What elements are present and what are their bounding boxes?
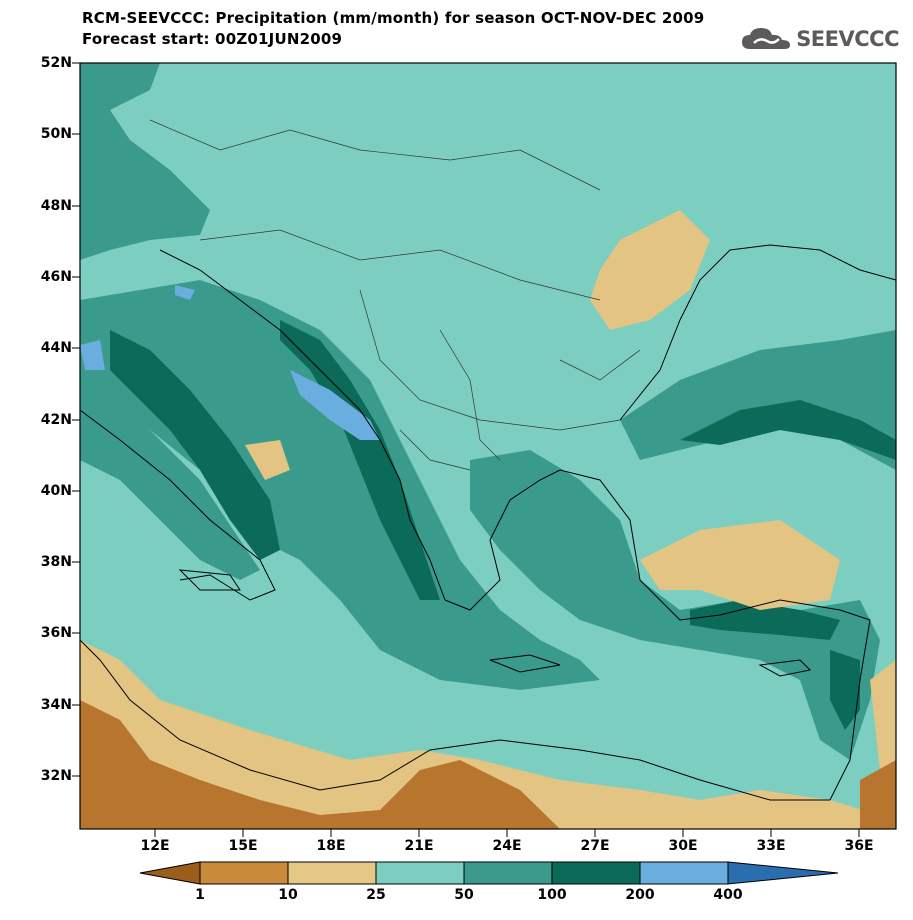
colorbar-200-400 (639, 861, 729, 885)
map-title: RCM-SEEVCCC: Precipitation (mm/month) fo… (82, 9, 705, 27)
lat-label: 38N (40, 554, 72, 570)
colorbar-label: 50 (454, 887, 474, 903)
map-frame (79, 62, 897, 830)
lat-label: 32N (40, 768, 72, 784)
wet-zone-alps (80, 63, 210, 260)
very-wet-taurus (690, 600, 840, 640)
dry-zone-anatolia (640, 520, 840, 610)
lat-label: 44N (40, 340, 72, 356)
very-dry-libya (80, 700, 560, 829)
colorbar-label: 10 (278, 887, 298, 903)
dry-zone-north-africa (80, 640, 896, 829)
lon-label: 30E (668, 838, 698, 854)
logo-text: SEEVCCC (796, 27, 899, 51)
colorbar-10-25 (287, 861, 377, 885)
colorbar-below-1 (139, 861, 201, 885)
seevccc-logo: SEEVCCC (740, 24, 899, 54)
lat-label: 42N (40, 412, 72, 428)
lat-label: 50N (40, 126, 72, 142)
coastlines (80, 244, 896, 801)
lon-label: 12E (140, 838, 170, 854)
forecast-start-subtitle: Forecast start: 00Z01JUN2009 (82, 30, 343, 48)
lon-label: 24E (492, 838, 522, 854)
dry-zone-romania (590, 210, 710, 330)
extreme-wet-dalmatia (290, 370, 380, 440)
lat-label: 40N (40, 483, 72, 499)
colorbar-above-400 (727, 861, 839, 885)
very-wet-dinaric (280, 320, 440, 600)
lat-label: 52N (40, 55, 72, 71)
lat-label: 48N (40, 198, 72, 214)
dry-zone-levant (870, 660, 896, 780)
very-wet-italy (110, 330, 280, 560)
colorbar-label: 200 (625, 887, 655, 903)
colorbar (139, 861, 839, 885)
very-wet-levant (830, 650, 860, 730)
lon-label: 18E (316, 838, 346, 854)
lat-label: 34N (40, 697, 72, 713)
dry-zone-italy (245, 440, 290, 480)
colorbar-25-50 (375, 861, 465, 885)
country-borders (149, 119, 641, 471)
lat-label: 36N (40, 625, 72, 641)
lon-label: 36E (844, 838, 874, 854)
lat-label: 46N (40, 269, 72, 285)
colorbar-label: 1 (195, 887, 205, 903)
lon-label: 33E (756, 838, 786, 854)
very-wet-pontic (680, 400, 896, 460)
colorbar-100-200 (551, 861, 641, 885)
axis-ticks (72, 62, 860, 837)
colorbar-label: 25 (366, 887, 386, 903)
cloud-icon (742, 28, 791, 49)
lon-label: 21E (404, 838, 434, 854)
wet-zone-aegean-anatolia (470, 450, 880, 760)
colorbar-50-100 (463, 861, 553, 885)
extreme-wet-corsica (80, 340, 105, 370)
lon-label: 15E (228, 838, 258, 854)
extreme-wet-alps (175, 285, 195, 300)
colorbar-label: 400 (713, 887, 743, 903)
colorbar-label: 100 (537, 887, 567, 903)
wet-zone-adriatic (80, 280, 600, 690)
colorbar-1-10 (199, 861, 289, 885)
lon-label: 27E (580, 838, 610, 854)
very-dry-sinai (860, 760, 896, 829)
